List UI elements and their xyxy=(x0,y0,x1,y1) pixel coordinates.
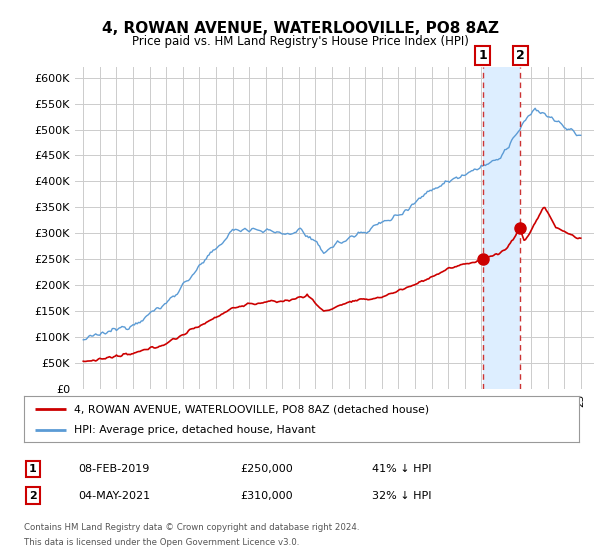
Text: 1: 1 xyxy=(29,464,37,474)
Text: 1: 1 xyxy=(479,49,487,62)
Text: This data is licensed under the Open Government Licence v3.0.: This data is licensed under the Open Gov… xyxy=(24,538,299,547)
Text: 2: 2 xyxy=(516,49,524,62)
Text: Price paid vs. HM Land Registry's House Price Index (HPI): Price paid vs. HM Land Registry's House … xyxy=(131,35,469,48)
Text: 41% ↓ HPI: 41% ↓ HPI xyxy=(372,464,431,474)
Text: 4, ROWAN AVENUE, WATERLOOVILLE, PO8 8AZ (detached house): 4, ROWAN AVENUE, WATERLOOVILLE, PO8 8AZ … xyxy=(74,404,429,414)
Text: £310,000: £310,000 xyxy=(240,491,293,501)
Text: HPI: Average price, detached house, Havant: HPI: Average price, detached house, Hava… xyxy=(74,424,316,435)
Text: 32% ↓ HPI: 32% ↓ HPI xyxy=(372,491,431,501)
Bar xyxy=(483,67,520,389)
Text: £250,000: £250,000 xyxy=(240,464,293,474)
Text: 08-FEB-2019: 08-FEB-2019 xyxy=(78,464,149,474)
Text: 04-MAY-2021: 04-MAY-2021 xyxy=(78,491,150,501)
Text: Contains HM Land Registry data © Crown copyright and database right 2024.: Contains HM Land Registry data © Crown c… xyxy=(24,523,359,532)
Text: 4, ROWAN AVENUE, WATERLOOVILLE, PO8 8AZ: 4, ROWAN AVENUE, WATERLOOVILLE, PO8 8AZ xyxy=(101,21,499,36)
Text: 2: 2 xyxy=(29,491,37,501)
